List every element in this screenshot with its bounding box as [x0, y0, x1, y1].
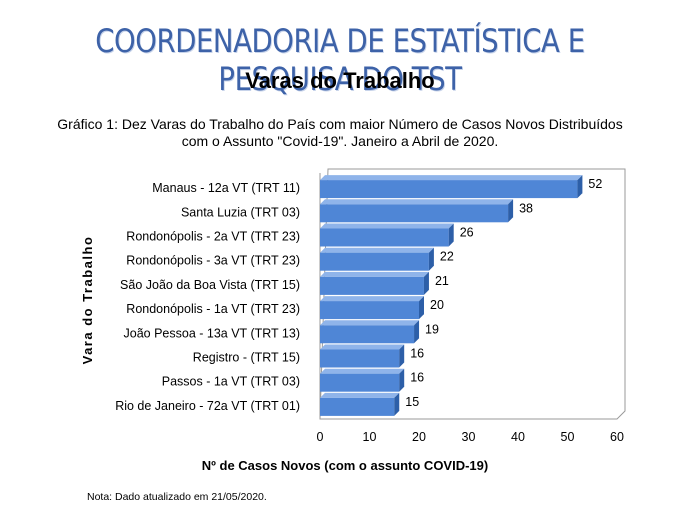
bar-side-face: [399, 344, 405, 368]
bar-top-face: [320, 392, 400, 398]
bar-front-face: [320, 204, 509, 223]
chart-title-line-2: com o Assunto "Covid-19". Janeiro a Abri…: [181, 133, 499, 149]
value-label: 16: [410, 371, 424, 385]
bar-side-face: [448, 223, 454, 247]
x-tick-label: 50: [561, 430, 575, 444]
bar-top-face: [320, 175, 583, 181]
bar: [320, 199, 514, 223]
category-label: Manaus - 12a VT (TRT 11): [152, 181, 300, 195]
bar-front-face: [320, 180, 578, 199]
category-label: Santa Luzia (TRT 03): [181, 205, 300, 219]
bar: [320, 296, 424, 320]
bar-front-face: [320, 325, 415, 344]
bar: [320, 344, 405, 368]
chart-title: Gráfico 1: Dez Varas do Trabalho do País…: [0, 116, 680, 150]
category-label: Passos - 1a VT (TRT 03): [162, 375, 300, 389]
x-axis-ticks: 0 10 20 30 40 50 60: [317, 430, 624, 444]
bar-top-face: [320, 368, 405, 374]
value-label: 19: [425, 322, 439, 336]
value-label: 16: [410, 347, 424, 361]
bar: [320, 247, 434, 271]
value-label: 20: [430, 298, 444, 312]
bar-side-face: [419, 296, 424, 320]
category-label: Rondonópolis - 3a VT (TRT 23): [126, 254, 300, 268]
bar-side-face: [399, 368, 405, 392]
bar-side-face: [394, 392, 400, 416]
bar-top-face: [320, 271, 429, 277]
value-label: 21: [435, 274, 449, 288]
x-tick-label: 40: [511, 430, 525, 444]
bar-top-face: [320, 344, 405, 350]
bar-side-face: [423, 271, 429, 295]
chart-title-line-1: Gráfico 1: Dez Varas do Trabalho do País…: [57, 116, 623, 132]
organization-title: COORDENADORIA DE ESTATÍSTICA E PESQUISA …: [95, 22, 585, 98]
bar: [320, 368, 405, 392]
bar-top-face: [320, 247, 434, 253]
value-label: 15: [405, 395, 419, 409]
bar-side-face: [508, 199, 514, 223]
bar-top-face: [320, 296, 424, 302]
category-label: São João da Boa Vista (TRT 15): [120, 278, 300, 292]
bar-front-face: [320, 349, 400, 368]
bar: [320, 320, 420, 344]
bar-top-face: [320, 223, 454, 229]
bar-series: [320, 175, 583, 416]
bar-top-face: [320, 320, 420, 326]
x-tick-label: 20: [412, 430, 426, 444]
bar-front-face: [320, 276, 424, 295]
bar-side-face: [577, 175, 583, 199]
bar: [320, 271, 429, 295]
category-label: João Pessoa - 13a VT (TRT 13): [124, 326, 300, 340]
value-label: 26: [460, 226, 474, 240]
x-tick-label: 30: [462, 430, 476, 444]
y-axis-label: Vara do Trabalho: [80, 236, 95, 365]
bar-front-face: [320, 252, 429, 271]
x-tick-label: 10: [363, 430, 377, 444]
value-label: 22: [440, 250, 454, 264]
bar-side-face: [414, 320, 420, 344]
bar: [320, 223, 454, 247]
bar: [320, 175, 583, 199]
bar: [320, 392, 400, 416]
category-label: Rondonópolis - 2a VT (TRT 23): [126, 230, 300, 244]
value-label: 52: [588, 177, 602, 191]
bar-front-face: [320, 228, 449, 247]
category-label: Registro - (TRT 15): [193, 351, 300, 365]
category-label: Rondonópolis - 1a VT (TRT 23): [126, 302, 300, 316]
bar-front-face: [320, 397, 395, 416]
x-tick-label: 0: [317, 430, 324, 444]
bar-side-face: [428, 247, 434, 271]
value-label: 38: [519, 201, 533, 215]
footnote: Nota: Dado atualizado em 21/05/2020.: [87, 491, 267, 503]
bar-front-face: [320, 301, 419, 320]
bar-front-face: [320, 373, 400, 392]
bar-top-face: [320, 199, 514, 205]
category-label: Rio de Janeiro - 72a VT (TRT 01): [115, 399, 300, 413]
x-tick-label: 60: [610, 430, 624, 444]
x-axis-label: Nº de Casos Novos (com o assunto COVID-1…: [202, 458, 488, 473]
category-labels: Manaus - 12a VT (TRT 11) Santa Luzia (TRT…: [115, 181, 300, 413]
page-subtitle: Varas do Trabalho: [245, 68, 435, 93]
